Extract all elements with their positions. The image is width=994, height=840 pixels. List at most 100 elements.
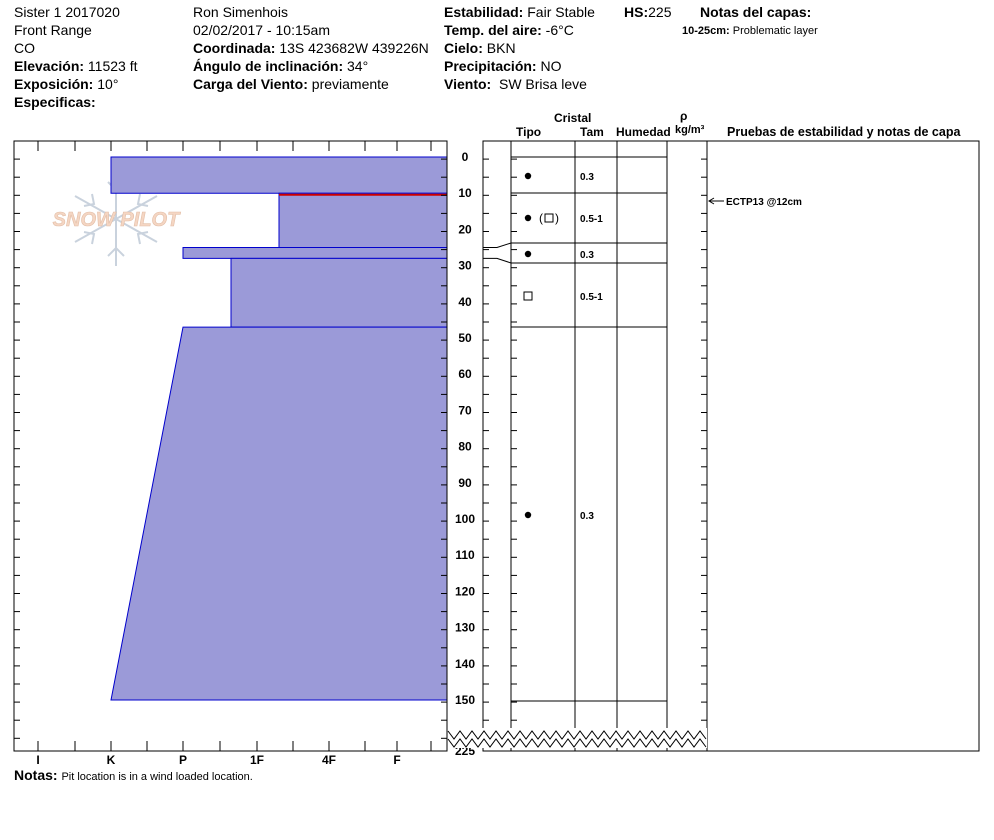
- depth-tick-label: 60: [458, 367, 472, 381]
- pit-name: Sister 1 2017020: [14, 4, 120, 20]
- sky-value: BKN: [486, 40, 516, 56]
- state-name: CO: [14, 40, 35, 56]
- specifics-label: Especificas:: [14, 94, 96, 110]
- grain-paren-open: (: [539, 211, 543, 225]
- depth-tick-label: 80: [458, 440, 472, 454]
- type-header: Tipo: [516, 125, 542, 139]
- range-name: Front Range: [14, 22, 92, 38]
- layer-notes-label: Notas del capas:: [700, 4, 812, 20]
- depth-break-zigzag-2: [447, 738, 707, 748]
- wind-loading: Carga del Viento: previamente: [193, 76, 389, 92]
- hardness-tick-label: I: [36, 753, 39, 767]
- aspect-value: 10°: [97, 76, 119, 92]
- hardness-layer-1: [110, 156, 448, 194]
- rounds-grain-icon: [524, 214, 532, 222]
- depth-break-band: [448, 728, 707, 748]
- stability-value: Fair Stable: [527, 4, 595, 20]
- hardness-tick-label: K: [107, 753, 116, 767]
- stability: Estabilidad: Fair Stable: [444, 4, 595, 20]
- hardness-tick-label: 4F: [322, 753, 336, 767]
- depth-tick-label: 20: [458, 222, 472, 236]
- grain-size-value: 0.5-1: [580, 292, 603, 303]
- depth-tick-label: 150: [455, 693, 475, 707]
- slope-angle: Ángulo de inclinación: 34°: [193, 58, 368, 74]
- sky: Cielo: BKN: [444, 40, 516, 56]
- layer-note-text: Problematic layer: [732, 25, 818, 37]
- layer-connector: [483, 242, 512, 248]
- test-arrow-icon: [708, 197, 715, 205]
- depth-tick-label: 140: [455, 657, 475, 671]
- air-temp-value: -6°C: [545, 22, 574, 38]
- depth-tick-label: 120: [455, 584, 475, 598]
- depth-break-zigzag-1: [447, 730, 707, 740]
- depth-tick-label: 70: [458, 403, 472, 417]
- elevation-value: 11523 ft: [87, 58, 138, 74]
- stability-test-label: ECTP13 @12cm: [726, 197, 802, 208]
- slope-label: Ángulo de inclinación:: [193, 58, 344, 74]
- hardness-tick-label: F: [393, 753, 400, 767]
- wind: Viento: SW Brisa leve: [444, 76, 587, 92]
- elevation-label: Elevación:: [14, 58, 85, 74]
- layer-note-range: 10-25cm:: [682, 25, 730, 37]
- datetime: 02/02/2017 - 10:15am: [193, 22, 330, 38]
- slope-value: 34°: [347, 58, 369, 74]
- hardness-layer-3: [182, 247, 448, 259]
- logo-text: SNOW PILOT: [53, 209, 181, 231]
- aspect: Exposición: 10°: [14, 76, 118, 92]
- hardness-tick-label: 1F: [250, 753, 264, 767]
- depth-tick-label: 50: [458, 331, 472, 345]
- air-temp-label: Temp. del aire:: [444, 22, 542, 38]
- sky-label: Cielo:: [444, 40, 483, 56]
- grain-paren-close: ): [555, 211, 559, 225]
- size-header: Tam: [580, 125, 604, 139]
- depth-tick-label: 110: [455, 548, 475, 562]
- hardness-plot-frame: [13, 140, 448, 752]
- rounds-grain-icon: [524, 511, 532, 519]
- tests-header: Pruebas de estabilidad y notas de capa: [727, 125, 961, 139]
- grain-size-value: 0.5-1: [580, 214, 603, 225]
- grain-size-value: 0.3: [580, 172, 594, 183]
- coordinates: Coordinada: 13S 423682W 439226N: [193, 40, 429, 56]
- rounds-grain-icon: [524, 172, 532, 180]
- elevation: Elevación: 11523 ft: [14, 58, 137, 74]
- wind-label: Viento:: [444, 76, 492, 92]
- hardness-layer-5: [110, 326, 448, 701]
- observer: Ron Simenhois: [193, 4, 288, 20]
- grain-size-value: 0.3: [580, 250, 594, 261]
- coord-label: Coordinada:: [193, 40, 276, 56]
- moisture-header: Humedad: [616, 125, 671, 139]
- hardness-tick-label: P: [179, 753, 187, 767]
- hardness-layer-4: [230, 257, 448, 328]
- aspect-label: Exposición:: [14, 76, 94, 92]
- crystal-header: Cristal: [554, 111, 592, 125]
- hardness-layer-2: [278, 192, 448, 248]
- precipitation: Precipitación: NO: [444, 58, 561, 74]
- depth-tick-label: 0: [462, 150, 469, 164]
- hs-value: 225: [648, 4, 672, 20]
- layer-table-frame: [482, 140, 980, 752]
- coord-value: 13S 423682W 439226N: [279, 40, 429, 56]
- depth-tick-label: 100: [455, 512, 475, 526]
- depth-tick-label: 40: [458, 295, 472, 309]
- density-unit-header: kg/m³: [675, 124, 705, 136]
- snowpilot-logo: SNOW PILOT: [52, 172, 181, 266]
- notes-label: Notas:: [14, 767, 58, 783]
- wind-load-label: Carga del Viento:: [193, 76, 308, 92]
- rounds-grain-icon: [524, 250, 532, 258]
- stability-label: Estabilidad:: [444, 4, 524, 20]
- snow-height: HS:225: [624, 4, 671, 20]
- depth-tick-label: 90: [458, 476, 472, 490]
- rho-header: ρ: [680, 109, 688, 123]
- layer-connector: [483, 257, 512, 264]
- depth-tick-label: 10: [458, 186, 472, 200]
- precip-label: Precipitación:: [444, 58, 537, 74]
- notes: Notas: Pit location is in a wind loaded …: [14, 767, 253, 783]
- depth-tick-label: 130: [455, 621, 475, 635]
- layer-note: 10-25cm: Problematic layer: [682, 25, 818, 37]
- wind-load-value: previamente: [311, 76, 389, 92]
- hs-label: HS:: [624, 4, 649, 20]
- faceted-grain-icon: [544, 213, 554, 223]
- air-temp: Temp. del aire: -6°C: [444, 22, 574, 38]
- notes-text: Pit location is in a wind loaded locatio…: [61, 771, 253, 783]
